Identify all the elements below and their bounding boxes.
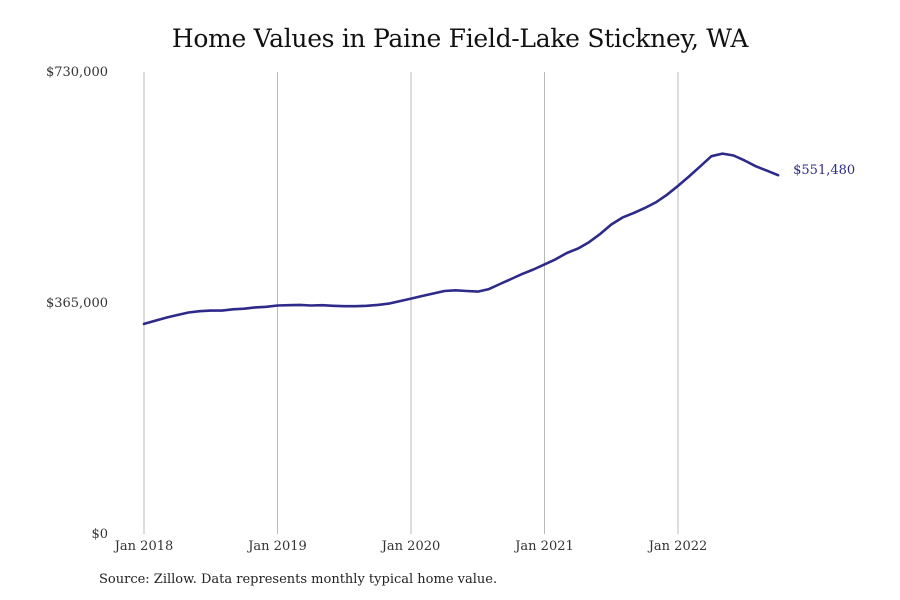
vertical-gridlines: [143, 72, 679, 534]
source-note: Source: Zillow. Data represents monthly …: [99, 572, 498, 587]
y-tick-label: $730,000: [46, 65, 108, 80]
chart-title: Home Values in Paine Field-Lake Stickney…: [171, 24, 749, 53]
series-line: [142, 152, 780, 326]
series-group: $551,480: [142, 152, 855, 326]
x-tick-label: Jan 2021: [513, 539, 574, 554]
y-tick-label: $0: [91, 527, 108, 542]
x-tick-label: Jan 2018: [113, 539, 174, 554]
x-axis-tick-labels: Jan 2018 Jan 2019 Jan 2020 Jan 2021 Jan 2022: [113, 539, 708, 554]
series-end-label: $551,480: [793, 163, 855, 178]
x-tick-label: Jan 2020: [380, 539, 441, 554]
y-tick-label: $365,000: [46, 296, 108, 311]
x-tick-label: Jan 2022: [647, 539, 708, 554]
x-tick-label: Jan 2019: [246, 539, 307, 554]
y-axis-tick-labels: $0 $365,000 $730,000: [46, 65, 108, 542]
